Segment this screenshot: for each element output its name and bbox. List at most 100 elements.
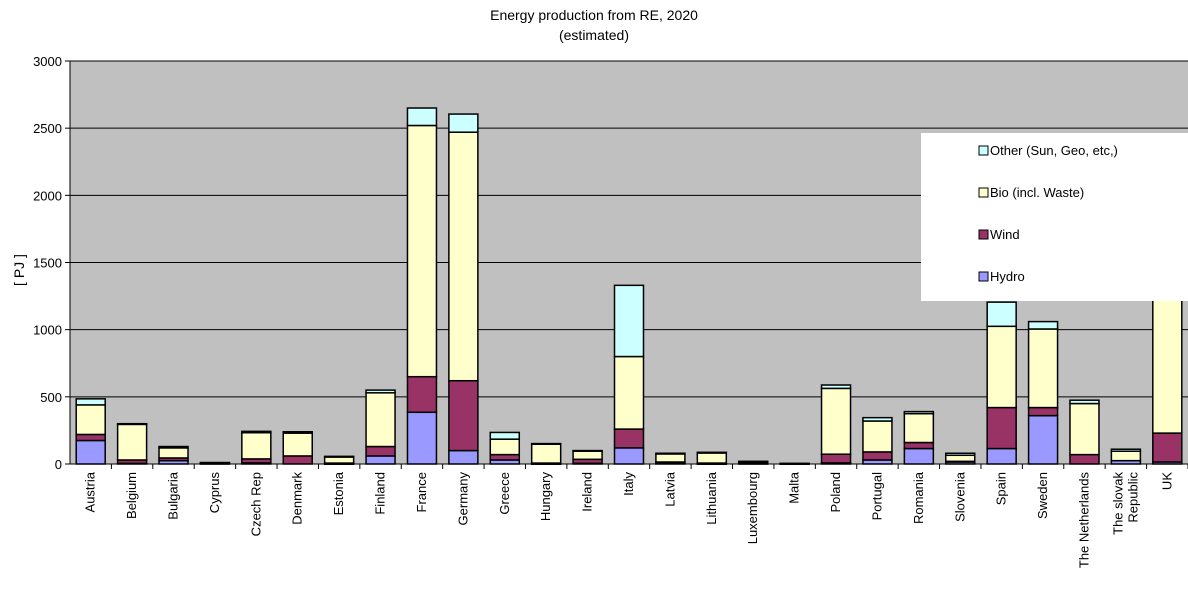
legend-swatch bbox=[978, 229, 989, 240]
x-tick-label: Bulgaria bbox=[166, 471, 181, 519]
bar-segment bbox=[696, 452, 728, 464]
bar-segment bbox=[199, 461, 231, 464]
bar-segment bbox=[365, 455, 396, 465]
bar-segment bbox=[862, 451, 893, 461]
bar-segment bbox=[655, 452, 686, 455]
legend-label: Wind bbox=[990, 227, 1020, 242]
bar-segment bbox=[448, 379, 479, 452]
x-tick-label: Ireland bbox=[580, 472, 595, 512]
x-tick-label-line: Slovenia bbox=[952, 471, 967, 522]
bar-segment bbox=[1027, 414, 1059, 465]
bar-segment bbox=[448, 131, 479, 382]
x-tick-label-line: Spain bbox=[994, 472, 1009, 505]
x-tick-label-line: Ireland bbox=[580, 472, 595, 512]
legend-swatch bbox=[978, 145, 989, 156]
bar-segment bbox=[282, 455, 313, 465]
bar-segment bbox=[323, 455, 355, 458]
legend-label: Hydro bbox=[990, 269, 1025, 284]
x-tick-label: Malta bbox=[787, 471, 802, 504]
y-tick-label: 1000 bbox=[33, 323, 62, 338]
bar-segment bbox=[75, 398, 106, 406]
bar-segment bbox=[655, 453, 686, 463]
x-tick-label: Estonia bbox=[331, 471, 346, 515]
bar-segment bbox=[489, 453, 521, 461]
bar-segment bbox=[1110, 450, 1142, 462]
y-tick-label: 3000 bbox=[33, 54, 62, 69]
bar-segment bbox=[1027, 406, 1059, 417]
bar-segment bbox=[75, 439, 106, 465]
bar-segment bbox=[158, 447, 189, 459]
bar-segment bbox=[903, 441, 935, 450]
y-axis-label: [ PJ ] bbox=[11, 254, 27, 286]
bar-segment bbox=[696, 451, 728, 454]
x-tick-label: Belgium bbox=[124, 472, 139, 519]
legend-box bbox=[921, 133, 1188, 301]
x-tick-label: Luxembourg bbox=[745, 472, 760, 544]
bar-segment bbox=[986, 301, 1017, 328]
bar-segment bbox=[75, 433, 106, 442]
x-tick-label-line: Latvia bbox=[662, 471, 677, 506]
x-tick-label: Greece bbox=[497, 472, 512, 515]
bar-segment bbox=[613, 355, 645, 430]
bar-segment bbox=[820, 384, 852, 390]
bar-segment bbox=[1069, 402, 1100, 456]
bar-segment bbox=[903, 412, 935, 444]
bar-segment bbox=[986, 406, 1017, 450]
x-tick-label: Slovenia bbox=[952, 471, 967, 522]
bar-segment bbox=[365, 389, 396, 394]
bar-segment bbox=[75, 404, 106, 436]
x-tick-label: Spain bbox=[994, 472, 1009, 505]
x-tick-label: Germany bbox=[455, 472, 470, 526]
bar-segment bbox=[820, 387, 852, 455]
x-tick-label-line: Sweden bbox=[1035, 472, 1050, 519]
bar-segment bbox=[406, 124, 438, 378]
bar-segment bbox=[613, 447, 645, 465]
x-tick-label-line: Italy bbox=[621, 472, 636, 496]
bar-segment bbox=[903, 410, 935, 415]
x-tick-label-line: Republic bbox=[1125, 472, 1140, 523]
bar-segment bbox=[406, 375, 438, 414]
legend-swatch bbox=[978, 271, 989, 282]
bar-segment bbox=[489, 431, 521, 440]
x-tick-label-line: Lithuania bbox=[704, 471, 719, 525]
y-tick-labels: 0 500 1000 1500 2000 2500 3000 bbox=[33, 54, 70, 472]
bar-segment bbox=[530, 443, 562, 464]
y-tick-label: 0 bbox=[55, 457, 62, 472]
x-tick-label-line: Germany bbox=[455, 472, 470, 526]
x-tick-label-line: Finland bbox=[373, 472, 388, 515]
x-tick-label-line: Greece bbox=[497, 472, 512, 515]
x-tick-labels: Austria Belgium Bulgaria Cyprus Czech Rep Den… bbox=[83, 464, 1188, 568]
x-tick-label: Denmark bbox=[290, 472, 305, 525]
x-tick-label-line: Denmark bbox=[290, 472, 305, 525]
bar-segment bbox=[613, 428, 645, 449]
bar-segment bbox=[406, 107, 438, 127]
x-tick-label: Italy bbox=[621, 472, 636, 496]
bar-segment bbox=[1069, 399, 1100, 405]
legend-swatch bbox=[978, 187, 989, 198]
x-tick-label-line: The slovak bbox=[1110, 472, 1125, 535]
bar-segment bbox=[365, 445, 396, 457]
bar-segment bbox=[862, 420, 893, 453]
bar-segment bbox=[1152, 432, 1183, 463]
x-tick-label: France bbox=[414, 472, 429, 512]
x-tick-label-line: Cyprus bbox=[207, 472, 222, 514]
bar-segment bbox=[572, 449, 603, 452]
bar-segment bbox=[1027, 320, 1059, 330]
legend-label: Other (Sun, Geo, etc,) bbox=[990, 143, 1118, 158]
y-tick-label: 500 bbox=[40, 390, 62, 405]
bar-segment bbox=[820, 453, 852, 464]
x-tick-label: Austria bbox=[83, 471, 98, 512]
x-tick-label: The Netherlands bbox=[1076, 472, 1091, 569]
bar-segment bbox=[489, 438, 521, 456]
bar-segment bbox=[365, 392, 396, 448]
bar-segment bbox=[448, 113, 479, 133]
x-tick-label-line: Bulgaria bbox=[166, 471, 181, 519]
bar-segment bbox=[530, 442, 562, 446]
bar-segment bbox=[241, 431, 272, 460]
bar-segment bbox=[986, 325, 1017, 409]
x-tick-label: Cyprus bbox=[207, 472, 222, 514]
x-tick-label: UK bbox=[1159, 472, 1174, 490]
x-tick-label-line: Hungary bbox=[538, 472, 553, 522]
bar-segment bbox=[945, 452, 976, 457]
